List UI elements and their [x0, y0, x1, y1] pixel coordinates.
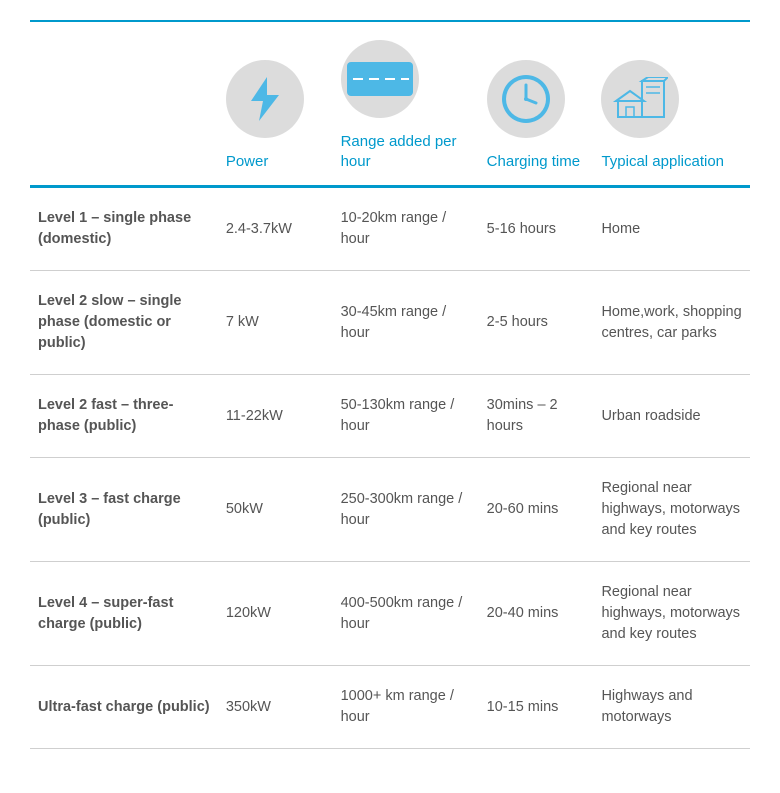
- cell-range: 50-130km range / hour: [333, 375, 479, 458]
- table-row: Ultra-fast charge (public) 350kW 1000+ k…: [30, 666, 750, 749]
- clock-icon: [487, 60, 565, 138]
- column-header-range: Range added per hour: [341, 132, 471, 171]
- cell-power: 7 kW: [218, 271, 333, 375]
- cell-range: 250-300km range / hour: [333, 458, 479, 562]
- row-label: Level 3 – fast charge (public): [30, 458, 218, 562]
- table-row: Level 2 slow – single phase (domestic or…: [30, 271, 750, 375]
- cell-time: 20-40 mins: [479, 562, 594, 666]
- cell-power: 120kW: [218, 562, 333, 666]
- row-label: Level 4 – super-fast charge (public): [30, 562, 218, 666]
- table-row: Level 2 fast – three-phase (public) 11-2…: [30, 375, 750, 458]
- table-row: Level 3 – fast charge (public) 50kW 250-…: [30, 458, 750, 562]
- cell-time: 10-15 mins: [479, 666, 594, 749]
- cell-range: 10-20km range / hour: [333, 187, 479, 271]
- cell-power: 50kW: [218, 458, 333, 562]
- cell-time: 5-16 hours: [479, 187, 594, 271]
- cell-range: 30-45km range / hour: [333, 271, 479, 375]
- cell-range: 1000+ km range / hour: [333, 666, 479, 749]
- table-header-row: Power Range added per hour: [30, 21, 750, 187]
- cell-time: 2-5 hours: [479, 271, 594, 375]
- cell-application: Home,work, shopping centres, car parks: [593, 271, 750, 375]
- cell-application: Regional near highways, motorways and ke…: [593, 458, 750, 562]
- row-label: Ultra-fast charge (public): [30, 666, 218, 749]
- cell-application: Urban roadside: [593, 375, 750, 458]
- charging-levels-table: Power Range added per hour: [30, 20, 750, 749]
- cell-time: 20-60 mins: [479, 458, 594, 562]
- row-label: Level 2 slow – single phase (domestic or…: [30, 271, 218, 375]
- cell-power: 11-22kW: [218, 375, 333, 458]
- table-row: Level 4 – super-fast charge (public) 120…: [30, 562, 750, 666]
- cell-range: 400-500km range / hour: [333, 562, 479, 666]
- cell-time: 30mins – 2 hours: [479, 375, 594, 458]
- cell-application: Regional near highways, motorways and ke…: [593, 562, 750, 666]
- row-label: Level 2 fast – three-phase (public): [30, 375, 218, 458]
- column-header-application: Typical application: [601, 152, 724, 172]
- cell-application: Highways and motorways: [593, 666, 750, 749]
- building-icon: [601, 60, 679, 138]
- road-icon: [341, 40, 419, 118]
- bolt-icon: [226, 60, 304, 138]
- cell-power: 350kW: [218, 666, 333, 749]
- table-row: Level 1 – single phase (domestic) 2.4-3.…: [30, 187, 750, 271]
- column-header-power: Power: [226, 152, 269, 172]
- column-header-time: Charging time: [487, 152, 580, 172]
- row-label: Level 1 – single phase (domestic): [30, 187, 218, 271]
- cell-application: Home: [593, 187, 750, 271]
- cell-power: 2.4-3.7kW: [218, 187, 333, 271]
